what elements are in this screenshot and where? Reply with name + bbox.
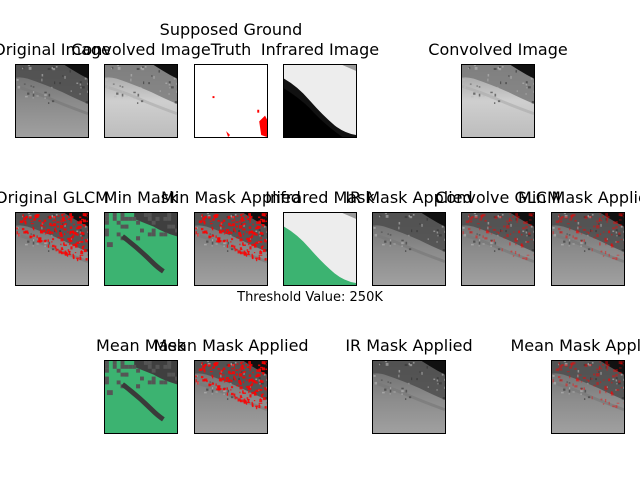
image-panel-infrared (283, 64, 357, 138)
panel-title-convolved-image: Convolved Image (71, 40, 211, 59)
panel-title-mean-mask-applied: Mean Mask Applied (153, 336, 309, 355)
panel-title-convolve-glcm: Convolve GLCM (435, 188, 561, 207)
panel-title-infrared-mask: Infrared Mask (265, 188, 375, 207)
panel-image (552, 361, 624, 433)
image-panel-min-mask (104, 212, 178, 286)
panel-image (373, 213, 445, 285)
panel-image (373, 361, 445, 433)
image-panel-min-mask-applied (194, 212, 268, 286)
panel-title-ground-truth-line2: Truth (210, 40, 252, 59)
image-panel-ground-truth (194, 64, 268, 138)
panel-title-ground-truth-line1: Supposed Ground (159, 20, 303, 39)
panel-title-infrared-image: Infrared Image (260, 40, 380, 59)
panel-image (16, 213, 88, 285)
image-panel-original-glcm (15, 212, 89, 286)
image-panel-original (15, 64, 89, 138)
panel-title-mean-mask: Mean Mask (96, 336, 186, 355)
image-panel-min-mask-applied-2 (551, 212, 625, 286)
panel-image (462, 213, 534, 285)
image-panel-ir-mask-applied (372, 212, 446, 286)
image-panel-convolved-2 (461, 64, 535, 138)
panel-image (105, 361, 177, 433)
panel-title-ir-mask-applied: IR Mask Applied (345, 188, 473, 207)
image-panel-infrared-mask (283, 212, 357, 286)
panel-image (105, 213, 177, 285)
panel-title-mean-mask-applied-2: Mean Mask Applied (510, 336, 640, 355)
image-panel-ir-mask-applied-2 (372, 360, 446, 434)
image-panel-convolve-glcm (461, 212, 535, 286)
panel-title-original-glcm: Original GLCM (0, 188, 109, 207)
panel-image (284, 65, 356, 137)
image-panel-mean-mask-applied (194, 360, 268, 434)
image-panel-mean-mask (104, 360, 178, 434)
threshold-label: Threshold Value: 250K (237, 290, 383, 305)
image-panel-convolved (104, 64, 178, 138)
panel-image (195, 361, 267, 433)
panel-image (462, 65, 534, 137)
panel-image (105, 65, 177, 137)
panel-image (16, 65, 88, 137)
panel-title-original-image: Original Image (0, 40, 111, 59)
panel-title-convolved-image-2: Convolved Image (428, 40, 568, 59)
panel-image (195, 65, 267, 137)
panel-title-ir-mask-applied-2: IR Mask Applied (345, 336, 473, 355)
image-panel-mean-mask-applied-2 (551, 360, 625, 434)
panel-image (195, 213, 267, 285)
panel-title-min-mask-applied: Min Mask Applied (161, 188, 301, 207)
panel-image (284, 213, 356, 285)
panel-image (552, 213, 624, 285)
panel-title-min-mask-applied-2: Min Mask Applied (518, 188, 640, 207)
panel-title-min-mask: Min Mask (103, 188, 179, 207)
